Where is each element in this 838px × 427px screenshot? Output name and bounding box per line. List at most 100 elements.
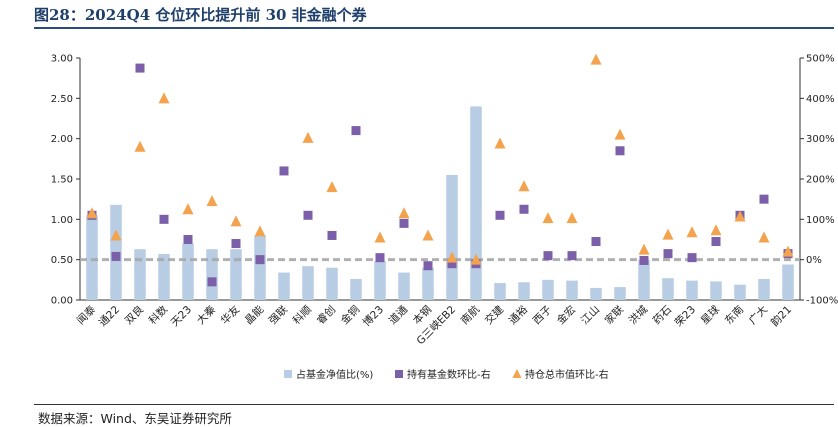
legend-bar-swatch <box>284 370 292 378</box>
category-label: 睿创 <box>314 303 338 327</box>
source-note: 数据来源：Wind、东吴证券研究所 <box>38 411 232 426</box>
category-label: 晶能 <box>242 303 266 327</box>
triangle-point <box>518 180 530 192</box>
triangle-point <box>110 229 122 241</box>
left-tick-label: 3.00 <box>51 54 73 65</box>
bar <box>206 249 218 300</box>
triangle-point <box>590 53 602 65</box>
triangle-point <box>542 212 554 224</box>
right-tick-label: 300% <box>806 134 835 145</box>
bar <box>590 287 602 300</box>
right-tick-label: 100% <box>806 215 835 226</box>
square-point <box>375 253 385 263</box>
triangle-point <box>326 181 338 193</box>
square-point <box>687 253 697 263</box>
bar <box>446 174 458 300</box>
right-tick-label: 200% <box>806 175 835 186</box>
category-label: 通裕 <box>506 303 530 327</box>
triangle-series <box>86 53 794 265</box>
right-tick-label: 400% <box>806 94 835 105</box>
triangle-point <box>662 228 674 240</box>
category-label: 洪城 <box>627 303 651 327</box>
bar <box>566 280 578 300</box>
legend-label: 占基金净值比(%) <box>296 368 373 381</box>
bar <box>278 272 290 300</box>
triangle-point <box>638 243 650 255</box>
category-label: 金宏 <box>554 303 578 327</box>
triangle-point <box>422 229 434 241</box>
square-point <box>759 194 769 204</box>
triangle-point <box>686 226 698 238</box>
legend-square-swatch <box>395 370 403 378</box>
triangle-point <box>710 224 722 236</box>
triangle-point <box>134 140 146 152</box>
square-point <box>567 251 577 261</box>
bar <box>86 215 98 300</box>
category-label: 闻泰 <box>74 303 98 327</box>
square-point <box>183 235 193 244</box>
category-label: 交建 <box>482 303 506 327</box>
square-point <box>495 210 505 220</box>
triangle-point <box>302 131 314 143</box>
triangle-point <box>398 207 410 219</box>
triangle-point <box>782 245 794 257</box>
triangle-point <box>158 92 170 104</box>
square-point <box>591 237 601 247</box>
left-tick-label: 1.00 <box>51 215 73 226</box>
triangle-point <box>254 225 266 237</box>
right-tick-label: -100% <box>806 296 838 307</box>
square-point <box>279 166 289 176</box>
bar <box>254 235 266 300</box>
triangle-point <box>758 231 770 243</box>
category-label: 金铜 <box>338 303 362 327</box>
bar <box>638 259 650 300</box>
bar <box>230 249 242 300</box>
bar <box>326 267 338 300</box>
bar <box>470 106 482 301</box>
footer-rule <box>34 404 834 405</box>
square-point <box>711 237 721 247</box>
category-label: 强联 <box>267 303 291 327</box>
category-label: 韵21 <box>768 303 794 329</box>
triangle-point <box>206 195 218 207</box>
triangle-point <box>470 253 482 265</box>
left-tick-label: 0.00 <box>51 296 73 307</box>
square-point <box>327 230 337 240</box>
legend-triangle-swatch <box>512 369 522 378</box>
bar <box>494 283 506 300</box>
chart-axes: 0.00 0.50 1.00 1.50 2.00 2.50 3.00 -100% 0% 100% 2… <box>51 54 838 307</box>
category-label: 双良 <box>122 303 146 327</box>
triangle-point <box>182 203 194 215</box>
bar <box>398 272 410 300</box>
legend-label: 持有基金数环比-右 <box>407 368 491 381</box>
triangle-point <box>614 128 626 140</box>
square-point <box>423 261 433 271</box>
right-tick-label: 0% <box>806 255 822 266</box>
left-tick-label: 2.00 <box>51 134 73 145</box>
category-label: 广大 <box>746 303 770 327</box>
bar <box>662 278 674 300</box>
square-point <box>519 204 529 214</box>
square-point <box>303 210 313 220</box>
bar <box>734 284 746 300</box>
square-point <box>447 259 457 269</box>
category-label: 星球 <box>698 303 722 327</box>
bar <box>158 254 170 300</box>
square-point <box>231 239 241 249</box>
title-rule <box>34 27 834 29</box>
category-label: 江山 <box>579 304 602 327</box>
left-tick-label: 2.50 <box>51 94 73 105</box>
right-tick-label: 500% <box>806 54 835 65</box>
category-label: 家联 <box>602 303 626 327</box>
category-label: 西子 <box>531 304 554 327</box>
triangle-point <box>374 231 386 243</box>
bar <box>182 243 194 300</box>
bar <box>374 261 386 300</box>
square-point <box>351 126 361 136</box>
legend: 占基金净值比(%) 持有基金数环比-右 持仓总市值环比-右 <box>284 368 609 381</box>
square-point <box>399 218 409 228</box>
figure-title: 图28：2024Q4 仓位环比提升前 30 非金融个券 <box>34 6 367 24</box>
square-point <box>207 277 217 287</box>
triangle-point <box>734 210 746 222</box>
